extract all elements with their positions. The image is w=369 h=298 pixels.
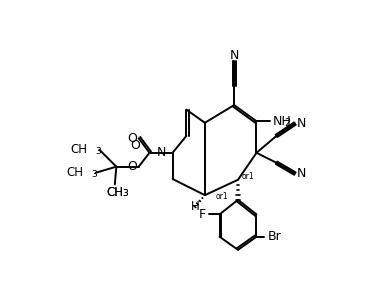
Text: N: N <box>157 146 166 159</box>
Text: NH: NH <box>273 115 292 128</box>
Text: H: H <box>190 200 199 213</box>
Text: Br: Br <box>267 230 281 243</box>
Text: N: N <box>296 117 306 130</box>
Text: 3: 3 <box>123 189 128 198</box>
Text: O: O <box>128 132 138 145</box>
Text: O: O <box>130 139 140 152</box>
Text: N: N <box>296 167 306 180</box>
Text: 3: 3 <box>123 189 128 198</box>
Text: N: N <box>230 49 239 61</box>
Text: CH: CH <box>106 186 123 198</box>
Text: or1: or1 <box>215 192 228 201</box>
Text: CH: CH <box>106 186 123 198</box>
Text: F: F <box>199 208 206 221</box>
Text: CH: CH <box>70 143 87 156</box>
Text: or1: or1 <box>242 172 255 181</box>
Text: 2: 2 <box>284 118 290 128</box>
Text: CH: CH <box>66 166 83 179</box>
Text: 3: 3 <box>95 147 100 156</box>
Text: O: O <box>128 160 138 173</box>
Text: 3: 3 <box>91 170 97 179</box>
